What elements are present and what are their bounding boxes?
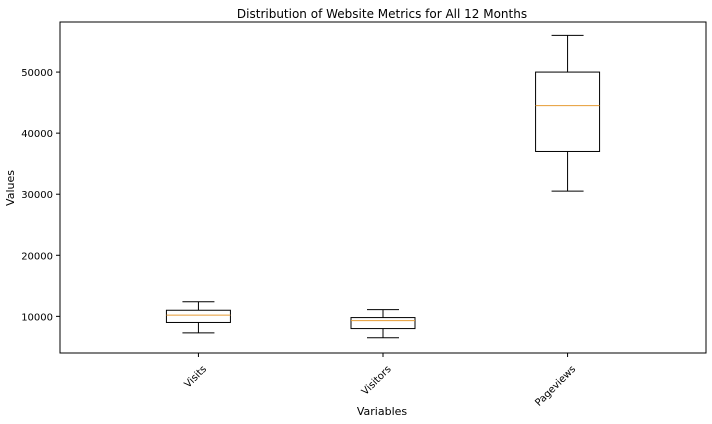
y-tick-label: 40000 xyxy=(21,129,53,140)
chart-title: Distribution of Website Metrics for All … xyxy=(237,7,527,21)
pageviews-box xyxy=(535,71,601,152)
y-tick-label: 50000 xyxy=(21,68,53,79)
axes-frame xyxy=(59,21,707,354)
y-axis-label: Values xyxy=(4,170,17,206)
y-tick-label: 30000 xyxy=(21,190,53,201)
y-tick-label: 10000 xyxy=(21,312,53,323)
visitors-box xyxy=(350,317,416,330)
visits-box xyxy=(165,309,231,323)
y-tick-label: 20000 xyxy=(21,251,53,262)
x-axis-label: Variables xyxy=(357,405,408,418)
